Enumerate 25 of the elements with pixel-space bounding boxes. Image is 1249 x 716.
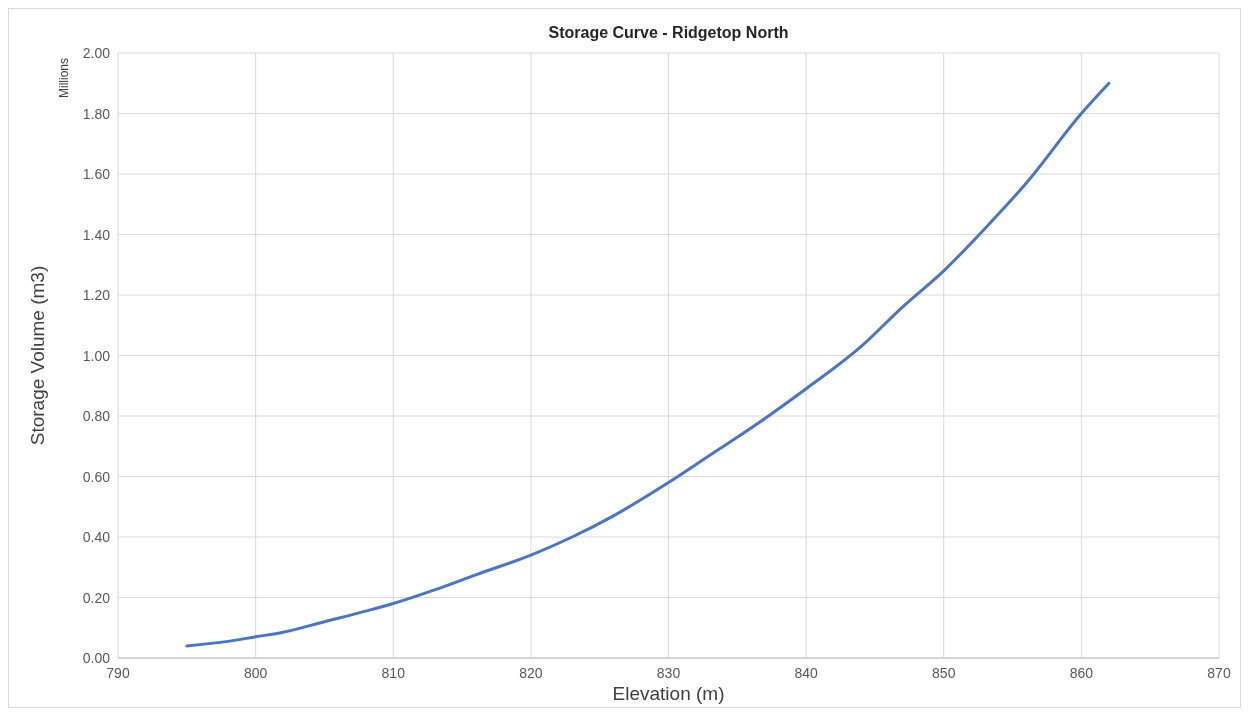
y-tick-label: 0.60 <box>82 468 111 485</box>
y-tick-label: 0.40 <box>82 529 111 545</box>
x-tick-label: 800 <box>243 665 268 681</box>
x-tick-label: 810 <box>381 665 406 681</box>
y-tick-label: 1.60 <box>82 166 111 182</box>
y-tick-label: 2.00 <box>82 45 111 61</box>
x-tick-label: 840 <box>794 665 819 681</box>
y-tick-label: 0.20 <box>82 589 111 606</box>
x-tick-label: 830 <box>656 665 681 681</box>
y-tick-label: 0.00 <box>82 650 111 666</box>
x-tick-label: 820 <box>519 665 543 681</box>
y-axis-title: Storage Volume (m3) <box>27 265 48 446</box>
x-axis-title: Elevation (m) <box>612 683 725 704</box>
text: Millions <box>57 57 71 98</box>
y-tick-label: 1.40 <box>82 226 111 243</box>
x-tick-label: 860 <box>1069 665 1094 681</box>
y-tick-label: 0.80 <box>82 408 111 424</box>
chart-title: Storage Curve - Ridgetop North <box>548 24 789 41</box>
x-tick-label: 790 <box>106 665 130 681</box>
x-tick-label: 850 <box>932 665 956 681</box>
line-series <box>185 81 1111 648</box>
x-tick-label: 870 <box>1207 665 1231 681</box>
y-tick-label: 1.80 <box>82 105 111 122</box>
y-tick-label: 1.00 <box>82 347 111 364</box>
y-tick-label: 1.20 <box>82 287 111 303</box>
